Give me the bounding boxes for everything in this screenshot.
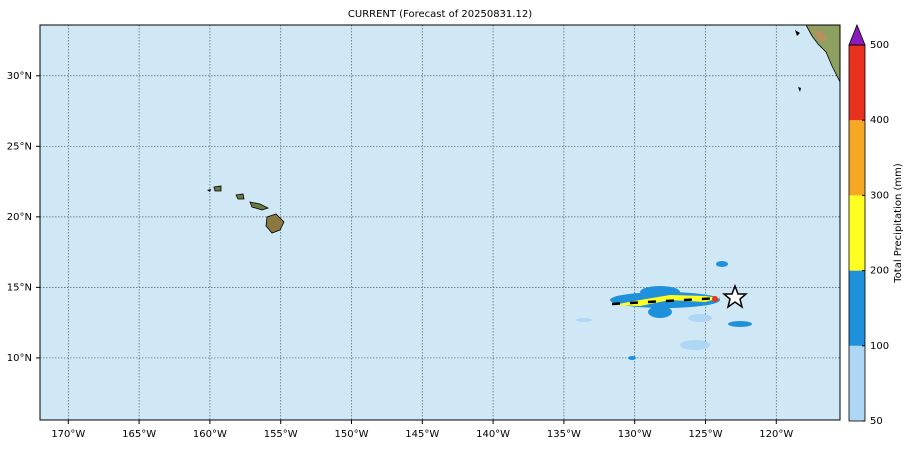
colorbar-segment bbox=[849, 120, 865, 196]
island bbox=[213, 185, 222, 192]
y-tick-label: 15°N bbox=[7, 282, 32, 293]
colorbar-extension bbox=[848, 23, 866, 46]
x-tick-label: 120°W bbox=[759, 429, 793, 440]
y-tick-label: 30°N bbox=[7, 71, 32, 82]
colorbar-tick-label: 100 bbox=[870, 341, 889, 352]
ocean bbox=[40, 25, 840, 420]
colorbar-segment bbox=[849, 270, 865, 346]
x-tick-label: 145°W bbox=[405, 429, 439, 440]
colorbar-tick-label: 200 bbox=[870, 266, 889, 277]
y-tick-label: 20°N bbox=[7, 212, 32, 223]
colorbar-segment bbox=[849, 195, 865, 271]
colorbar-segment bbox=[849, 345, 865, 421]
colorbar-tick-label: 50 bbox=[870, 416, 883, 427]
x-tick-label: 155°W bbox=[264, 429, 298, 440]
x-tick-label: 170°W bbox=[51, 429, 85, 440]
x-tick-label: 125°W bbox=[688, 429, 722, 440]
x-tick-label: 135°W bbox=[547, 429, 581, 440]
colorbar-tick-label: 500 bbox=[870, 40, 889, 51]
colorbar-frame bbox=[848, 44, 866, 422]
colorbar-tick-label: 400 bbox=[870, 115, 889, 126]
x-tick-label: 140°W bbox=[476, 429, 510, 440]
island bbox=[235, 193, 245, 200]
grid bbox=[40, 25, 840, 420]
island bbox=[265, 213, 285, 234]
x-tick-label: 160°W bbox=[193, 429, 227, 440]
storm-marker bbox=[721, 283, 749, 309]
colorbar-tick-label: 300 bbox=[870, 190, 889, 201]
island bbox=[249, 201, 270, 211]
y-tick-label: 25°N bbox=[7, 141, 32, 152]
colorbar-label: Total Precipitation (mm) bbox=[893, 163, 904, 284]
y-tick-label: 10°N bbox=[7, 353, 32, 364]
island bbox=[207, 189, 211, 192]
island bbox=[795, 30, 800, 36]
land bbox=[812, 30, 828, 42]
island bbox=[798, 87, 801, 92]
map-title: CURRENT (Forecast of 20250831.12) bbox=[348, 9, 532, 20]
x-tick-label: 130°W bbox=[618, 429, 652, 440]
x-tick-label: 150°W bbox=[335, 429, 369, 440]
x-tick-label: 165°W bbox=[122, 429, 156, 440]
map-frame bbox=[39, 24, 841, 421]
colorbar-segment bbox=[849, 45, 865, 121]
precipitation bbox=[576, 261, 752, 360]
